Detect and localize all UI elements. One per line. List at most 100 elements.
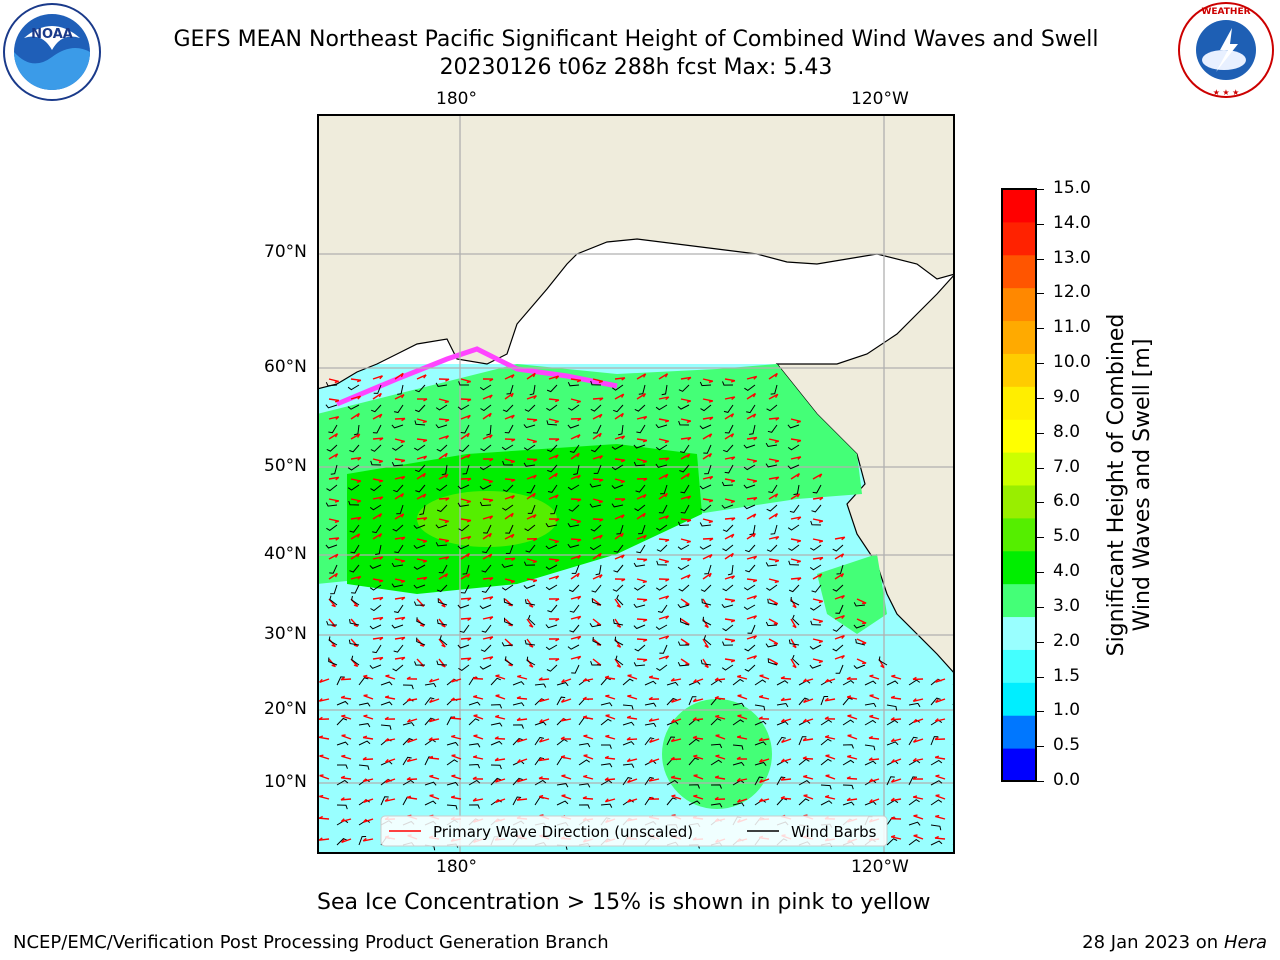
- wave-arrow-head: [379, 657, 384, 661]
- wave-direction-arrow: [790, 577, 802, 580]
- wind-barb: [534, 721, 547, 726]
- wave-arrow-head: [626, 736, 631, 741]
- wave-arrow-head: [441, 604, 446, 608]
- wind-barb: [358, 819, 371, 826]
- wind-barb: [766, 584, 778, 591]
- wind-barb: [569, 604, 580, 613]
- wind-barb: [657, 604, 668, 613]
- wave-direction-arrow: [846, 777, 858, 780]
- wind-barb: [864, 719, 877, 726]
- wave-direction-arrow: [649, 718, 660, 722]
- wave-arrow-head: [752, 533, 756, 538]
- wave-arrow-head: [912, 757, 917, 762]
- wind-barb: [699, 381, 712, 387]
- colorbar-cell: [1002, 419, 1036, 453]
- wave-direction-arrow: [636, 493, 647, 500]
- wave-arrow-head: [554, 420, 559, 424]
- wave-direction-arrow: [746, 478, 757, 482]
- wave-arrow-head: [709, 476, 714, 480]
- wind-barb: [486, 424, 492, 436]
- wind-barb: [810, 604, 822, 611]
- wind-barb: [325, 381, 338, 387]
- wave-arrow-head: [423, 398, 428, 402]
- wave-arrow-head: [357, 516, 362, 521]
- wind-barb: [373, 384, 382, 394]
- wave-arrow-head: [598, 500, 603, 504]
- wave-arrow-head: [912, 676, 917, 681]
- wave-direction-arrow: [768, 536, 779, 540]
- wind-barb: [679, 444, 690, 454]
- wave-arrow-head: [621, 554, 625, 559]
- wave-direction-arrow: [746, 497, 757, 500]
- wind-barb: [660, 484, 668, 495]
- wind-barb: [479, 604, 492, 610]
- wind-barb: [391, 624, 404, 629]
- wind-barb: [380, 701, 393, 706]
- wave-arrow-head: [730, 659, 736, 663]
- wave-direction-arrow: [394, 393, 405, 400]
- wind-barb: [483, 524, 492, 534]
- wave-direction-arrow: [891, 758, 902, 764]
- wind-barb: [393, 404, 404, 414]
- wave-direction-arrow: [504, 638, 513, 647]
- wave-direction-arrow: [934, 756, 946, 760]
- wave-arrow-head: [406, 776, 411, 781]
- wave-arrow-head: [708, 400, 714, 403]
- wave-direction-arrow: [328, 553, 339, 560]
- wave-arrow-head: [340, 818, 345, 823]
- wave-arrow-head: [423, 493, 427, 498]
- wave-direction-arrow: [891, 836, 902, 840]
- colorbar-cell: [1002, 189, 1036, 223]
- wave-direction-arrow: [746, 436, 758, 440]
- wind-barb: [349, 444, 360, 453]
- wave-arrow-head: [686, 420, 692, 423]
- wave-direction-arrow: [658, 396, 669, 400]
- wave-direction-arrow: [592, 413, 603, 420]
- wind-barb: [591, 444, 602, 453]
- wind-barb: [391, 424, 404, 429]
- wind-barb: [930, 736, 939, 746]
- wind-barb: [524, 524, 536, 532]
- wave-direction-arrow: [450, 717, 462, 720]
- wind-barb: [633, 603, 646, 608]
- wave-arrow-head: [473, 714, 478, 717]
- chart-title: GEFS MEAN Northeast Pacific Significant …: [173, 27, 1099, 52]
- wind-barb: [732, 702, 745, 707]
- wind-barb: [545, 523, 558, 528]
- wave-arrow-head: [341, 734, 346, 737]
- wave-arrow-head: [450, 795, 456, 798]
- wave-direction-arrow: [935, 794, 946, 800]
- wind-barb: [765, 643, 778, 648]
- wind-barb: [832, 624, 844, 632]
- wind-barb: [601, 744, 612, 749]
- wind-barb: [656, 560, 668, 566]
- wave-arrow-head: [422, 420, 427, 424]
- wave-arrow-head: [555, 575, 560, 580]
- colorbar-tick-label: 6.0: [1053, 491, 1081, 512]
- wind-barb: [568, 404, 580, 411]
- wave-direction-arrow: [614, 514, 625, 520]
- wave-arrow-head: [818, 600, 823, 604]
- wind-barb: [590, 661, 601, 666]
- wind-barb: [638, 524, 646, 535]
- wave-direction-arrow: [429, 794, 440, 800]
- wave-arrow-head: [730, 380, 736, 383]
- wave-arrow-head: [758, 737, 763, 742]
- wind-barb: [776, 736, 786, 746]
- wave-arrow-head: [356, 553, 361, 558]
- wave-arrow-head: [880, 665, 885, 669]
- wind-barb: [567, 543, 580, 548]
- wave-arrow-head: [598, 380, 603, 384]
- wind-barb: [679, 464, 690, 473]
- wave-arrow-head: [362, 778, 367, 782]
- wind-barb: [635, 484, 646, 493]
- wave-direction-arrow: [812, 556, 823, 560]
- colorbar-tick-mark: [1037, 502, 1044, 504]
- colorbar-cell: [1002, 715, 1036, 749]
- wave-arrow-head: [796, 560, 801, 563]
- wave-direction-arrow: [812, 598, 823, 602]
- wave-arrow-head: [774, 559, 780, 563]
- wave-direction-arrow: [570, 398, 581, 403]
- wave-direction-arrow: [583, 775, 594, 780]
- wave-direction-arrow: [746, 595, 757, 600]
